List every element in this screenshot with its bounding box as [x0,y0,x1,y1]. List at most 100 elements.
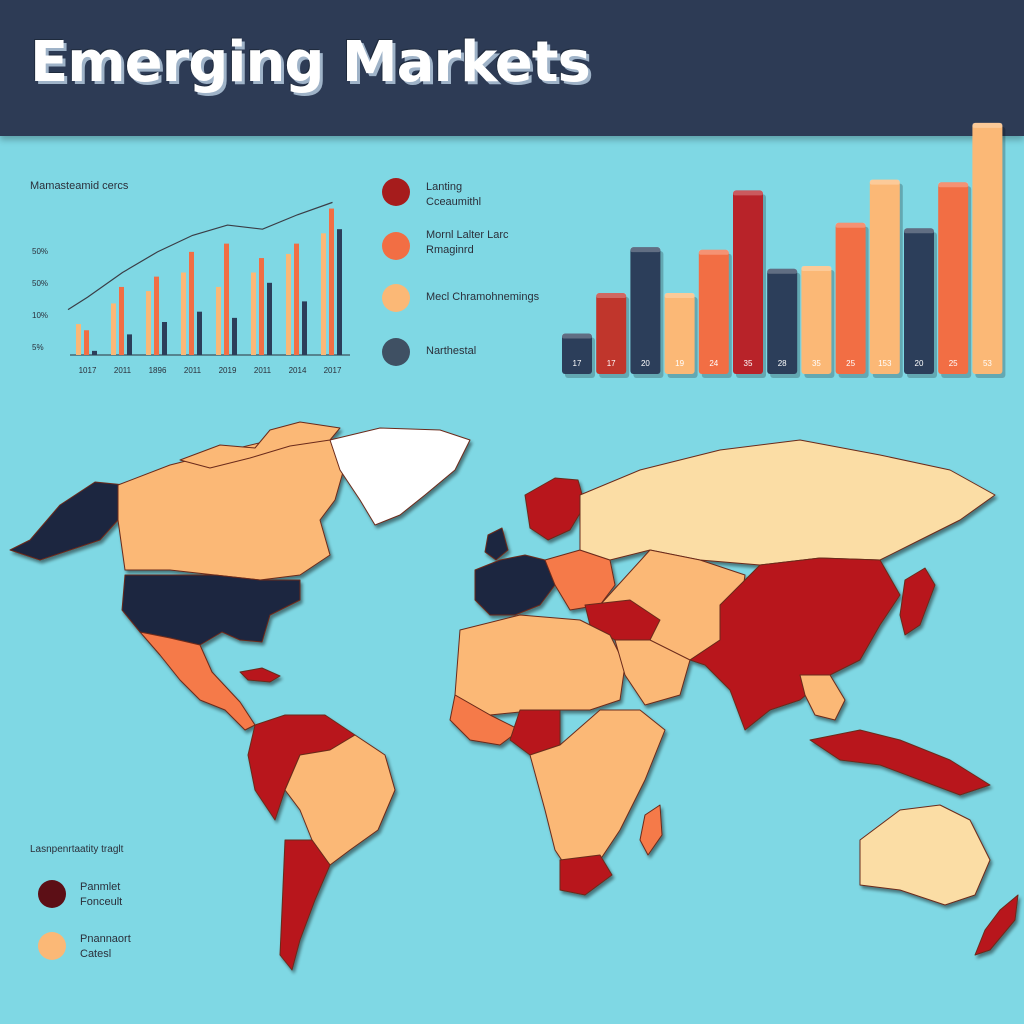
bar-highlight [938,182,969,188]
southeast-asia-region [799,674,846,721]
y-tick-label: 50% [32,279,48,288]
bar-tick-label: 35 [812,359,821,368]
bar [767,268,798,374]
legend-swatch [382,232,410,260]
bar-group: 25 [835,222,869,378]
bar-highlight [869,179,900,185]
bar-tick-label: 17 [607,359,616,368]
bar-tick-label: 25 [949,359,958,368]
greenland-region [329,427,471,526]
west-africa-region [449,694,521,746]
bar [119,286,124,355]
x-tick-label: 1896 [149,366,167,375]
caribbean-region [239,667,281,683]
header-bar: Emerging Markets [0,0,1024,136]
mexico-region [139,631,256,731]
bar-highlight [562,333,592,339]
bar [596,293,627,374]
bar [286,253,291,355]
bar [76,324,81,355]
western-europe-region [474,554,556,616]
x-tick-label: 2011 [254,366,272,375]
bar-group: 17 [596,293,630,378]
bar-highlight [835,222,866,228]
bar [267,282,272,355]
new-zealand-region [974,894,1019,956]
scandinavia-region [524,477,586,541]
legend-label: Mornl Lalter Larc Rmaginrd [426,229,509,256]
x-tick-label: 2011 [114,366,132,375]
madagascar-region [639,804,663,856]
uk-region [484,527,509,561]
bar [321,233,326,355]
y-tick-label: 50% [32,247,48,256]
south-africa-region [559,854,613,896]
bar [733,190,763,374]
legend-swatch [38,932,66,960]
bar-highlight [972,122,1003,128]
canada-region [117,437,346,581]
bar [302,301,307,355]
page-title: Emerging Markets [30,30,591,95]
map-legend: Lasnpenrtaatity traglt Panmlet Fonceult P… [30,840,230,980]
bar [835,222,866,374]
brazil-region [284,734,396,866]
bar [84,330,89,355]
bar-tick-label: 53 [983,359,992,368]
bar-highlight [630,247,661,253]
x-tick-label: 2017 [324,366,342,375]
alaska-region [9,481,126,561]
bar [146,291,151,355]
bar [232,317,237,355]
russia-region [579,439,996,566]
bar [664,293,695,374]
bar-tick-label: 24 [709,359,718,368]
bar-group: 53 [972,122,1006,379]
bar [251,272,256,355]
bar [224,243,229,355]
japan-region [899,567,936,636]
legend-swatch [382,178,410,206]
bar [127,334,132,355]
bar [92,350,97,355]
australia-region [859,804,991,906]
legend-label: Mecl Chramohnemings [426,291,540,303]
bar-group: 20 [630,247,664,378]
bar-group: 35 [801,266,835,378]
bar [294,243,299,355]
bar-tick-label: 153 [878,359,892,368]
bar-highlight [698,249,729,255]
arabia-region [614,639,691,706]
bar [337,229,342,355]
bar [259,258,264,355]
bar [181,272,186,355]
bar-highlight [596,293,627,298]
bar-tick-label: 19 [675,359,684,368]
bar [111,303,116,355]
bar [972,122,1003,375]
bar-highlight [801,266,832,271]
map-legend-title: Lasnpenrtaatity traglt [30,844,124,855]
trend-line [67,201,333,311]
bar-highlight [904,228,934,234]
bar-group: 28 [767,268,801,378]
bar [801,266,832,374]
x-tick-label: 1017 [79,366,97,375]
bar [154,276,159,355]
bar [329,208,334,355]
bar-tick-label: 17 [573,359,582,368]
left-chart-title: Mamasteamid cercs [30,180,129,192]
bar [197,311,202,355]
bar [216,286,221,355]
bar [938,182,969,374]
bar-tick-label: 20 [915,359,924,368]
sub-saharan-africa-region [529,709,666,881]
north-africa-region [454,614,626,716]
south-america-south-region [279,839,331,971]
indonesia-region [809,729,991,796]
bar [630,247,661,374]
bar-highlight [767,268,798,274]
legend-label: Lanting Cceaumithl [426,181,482,208]
world-map [9,421,1019,971]
bar-group: 25 [938,182,972,378]
